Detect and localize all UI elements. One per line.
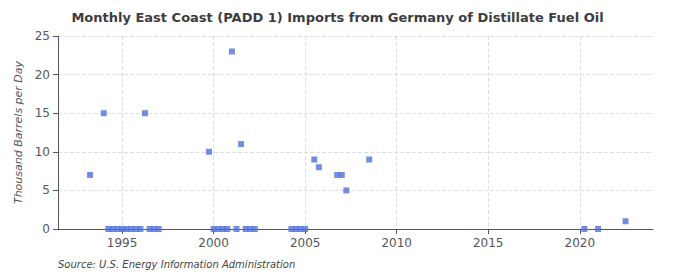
svg-text:Source: U.S. Energy Informatio: Source: U.S. Energy Information Administ… — [58, 259, 295, 270]
svg-text:2000: 2000 — [198, 236, 229, 250]
svg-text:Monthly East Coast (PADD 1) Im: Monthly East Coast (PADD 1) Imports from… — [71, 10, 603, 25]
svg-text:2015: 2015 — [473, 236, 504, 250]
svg-text:0: 0 — [42, 222, 50, 236]
svg-text:20: 20 — [35, 68, 50, 82]
svg-text:15: 15 — [35, 106, 50, 120]
svg-text:2010: 2010 — [381, 236, 412, 250]
svg-text:2005: 2005 — [290, 236, 321, 250]
svg-text:25: 25 — [35, 29, 50, 43]
svg-text:Thousand Barrels per Day: Thousand Barrels per Day — [12, 60, 25, 204]
svg-text:1995: 1995 — [107, 236, 138, 250]
svg-text:5: 5 — [42, 183, 50, 197]
svg-text:10: 10 — [35, 145, 50, 159]
svg-text:2020: 2020 — [564, 236, 595, 250]
